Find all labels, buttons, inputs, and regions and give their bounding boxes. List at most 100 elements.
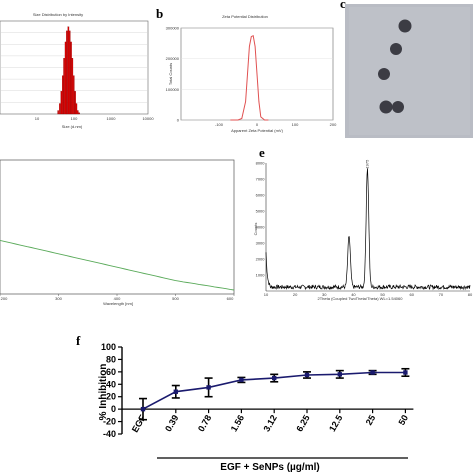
- panel-f-points: [140, 370, 408, 412]
- panel-a-bar: [69, 30, 71, 115]
- panel-f-point: [173, 389, 178, 394]
- panel-a-title: Size Distribution by Intensity: [33, 12, 83, 17]
- panel-f-point: [337, 372, 342, 377]
- panel-f-x-tick-label: 0.39: [163, 413, 180, 433]
- panel-e-y-tick-label: 2000: [256, 257, 266, 262]
- panel-a-size-distribution: Size Distribution by Intensity 10 100 1000…: [0, 12, 154, 129]
- panel-d-x-tick-label: 600: [227, 296, 234, 301]
- panel-f-inhibition: f -40 -20 0 20 40 60 80 100 EGF 0.39 0.78 1.56 3.12…: [76, 333, 414, 473]
- panel-f-ylabel: % Inhibition: [98, 364, 109, 421]
- panel-a-xlabel: Size (d.nm): [62, 124, 83, 129]
- panel-f-y-tick-label: 0: [111, 404, 116, 414]
- panel-a-bar: [70, 41, 72, 115]
- panel-a-bar: [57, 110, 59, 115]
- panel-b-zeta-potential: b Zeta Potential Distribution 0 100000 200…: [156, 6, 337, 133]
- panel-f-x-tick-label: 0.78: [196, 413, 213, 433]
- panel-b-y-tick-label: 300000: [166, 26, 180, 31]
- panel-d-x-tick-label: 300: [55, 296, 62, 301]
- panel-a-x-tick-label: 1000: [107, 116, 117, 121]
- panel-b-series-line: [230, 34, 269, 121]
- panel-e-peak-labels: 1975: [364, 159, 369, 169]
- panel-f-y-tick-label: 20: [106, 392, 116, 402]
- panel-f-y-ticks: -40 -20 0 20 40 60 80 100: [101, 342, 122, 439]
- panel-a-bar: [66, 30, 68, 115]
- panel-a-bar: [62, 75, 64, 115]
- panel-a-bar: [71, 58, 74, 115]
- panel-b-y-tick-label: 0: [177, 118, 180, 123]
- panel-e-x-tick-label: 70: [439, 292, 444, 297]
- panel-f-point: [140, 406, 146, 412]
- panel-d-x-tick-label: 400: [114, 296, 121, 301]
- panel-c-letter: c: [340, 0, 346, 11]
- panel-e-y-tick-label: 1000: [256, 273, 266, 278]
- panel-f-x-tick-label: 25: [364, 413, 378, 427]
- spot-1: [398, 19, 412, 33]
- panel-f-x-tick-label: 6.25: [294, 413, 311, 433]
- panel-f-group-label: EGF + SeNPs (µg/ml): [220, 462, 319, 473]
- panel-a-bar: [60, 91, 63, 115]
- panel-f-y-tick-label: 60: [106, 367, 116, 377]
- panel-b-y-tick-label: 100000: [166, 87, 180, 92]
- panel-f-point: [304, 372, 310, 378]
- panel-f-x-tick-label: 12.5: [327, 413, 344, 433]
- panel-b-y-ticks: 0 100000 200000 300000: [166, 26, 180, 123]
- panel-a-bar: [59, 103, 61, 115]
- panel-e-x-tick-label: 50: [380, 292, 385, 297]
- panel-f-y-tick-label: 80: [106, 354, 116, 364]
- panel-d-xlabel: Wavelength [nm]: [103, 301, 133, 306]
- panel-e-xrd: e 1975 10002000300040005000600070008000 …: [253, 145, 473, 301]
- panel-f-y-tick-label: 100: [101, 342, 116, 352]
- panel-e-y-tick-label: 3000: [256, 241, 266, 246]
- panel-d-x-tick-label: 500: [172, 296, 179, 301]
- panel-e-ylabel: Counts: [253, 223, 258, 236]
- panel-c-spot-image: c: [340, 0, 473, 138]
- panel-a-x-tick-label: 10: [35, 116, 40, 121]
- panel-e-x-tick-label: 40: [351, 292, 356, 297]
- panel-e-peak-label: 1975: [364, 159, 369, 169]
- panel-f-x-tick-label: EGF: [130, 413, 148, 434]
- panel-b-x-tick-label: 0: [256, 122, 259, 127]
- panel-a-bars: [57, 26, 80, 115]
- panel-d-x-ticks: 200 300 400 500 600: [0, 294, 235, 301]
- panel-a-bar: [64, 41, 67, 115]
- panel-e-y-tick-label: 5000: [256, 209, 266, 214]
- panel-f-letter: f: [76, 333, 81, 348]
- panel-b-x-tick-label: -100: [215, 122, 224, 127]
- panel-e-diffraction-line: [265, 168, 471, 291]
- spot-3: [378, 68, 390, 80]
- panel-f-y-tick-label: 40: [106, 379, 116, 389]
- panel-e-x-tick-label: 20: [293, 292, 298, 297]
- panel-b-ylabel: Total Counts: [168, 63, 173, 85]
- panel-f-point: [206, 385, 211, 390]
- panel-e-x-tick-label: 10: [264, 292, 269, 297]
- panel-a-x-tick-label: 10000: [142, 116, 154, 121]
- panel-f-x-tick-labels: EGF 0.39 0.78 1.56 3.12 6.25 12.5 25 50: [130, 409, 410, 434]
- panel-e-letter: e: [259, 145, 265, 160]
- panel-e-y-tick-label: 8000: [256, 161, 266, 166]
- panel-f-point: [272, 375, 277, 381]
- panel-a-bar: [77, 110, 79, 115]
- panel-e-x-tick-label: 80: [468, 292, 473, 297]
- panel-e-x-tick-label: 60: [409, 292, 414, 297]
- panel-f-point: [403, 370, 408, 375]
- panel-a-bar: [75, 103, 78, 115]
- panel-f-point: [370, 370, 375, 375]
- panel-b-x-tick-label: 200: [330, 122, 337, 127]
- panel-a-bar: [73, 75, 75, 115]
- panel-f-y-tick-label: -20: [103, 417, 116, 427]
- panel-b-y-tick-label: 200000: [166, 56, 180, 61]
- panel-d-uv-vis: 200 300 400 500 600 Wavelength [nm]: [0, 159, 235, 306]
- panel-e-x-tick-label: 30: [322, 292, 327, 297]
- spot-2: [390, 43, 402, 55]
- panel-b-gridlines: [181, 27, 333, 121]
- panel-b-x-ticks: -100 0 100 200: [215, 122, 337, 127]
- panel-f-x-tick-label: 50: [396, 413, 410, 427]
- panel-e-x-ticks: 10 20 30 40 50 60 70 80: [264, 292, 473, 297]
- panel-e-xlabel: 2Theta (Coupled TwoTheta/Theta) WL=1.540…: [318, 296, 404, 301]
- spot-4: [379, 100, 393, 114]
- panel-e-y-ticks: 1000 2000 3000 4000 5000 6000 7000 8000: [256, 161, 266, 278]
- panel-a-x-ticks: 10 100 1000 10000: [35, 116, 155, 121]
- panel-f-x-tick-label: 1.56: [229, 413, 246, 433]
- panel-e-y-tick-label: 6000: [256, 193, 266, 198]
